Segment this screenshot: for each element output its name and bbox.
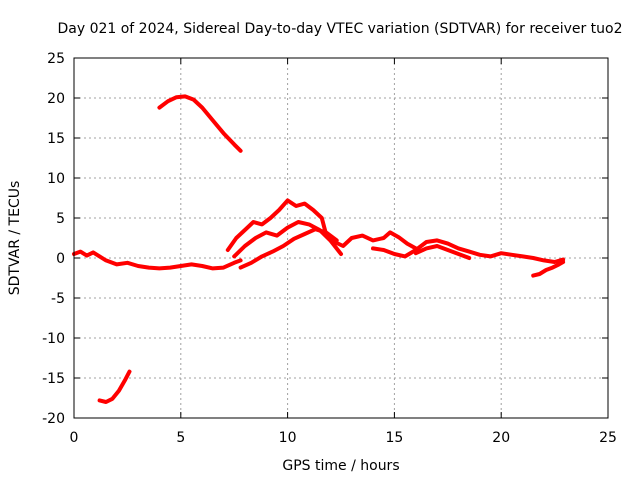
grid-layer bbox=[74, 58, 608, 418]
y-tick-label: -20 bbox=[42, 411, 65, 427]
plot-frame bbox=[73, 57, 609, 419]
chart-title: Day 021 of 2024, Sidereal Day-to-day VTE… bbox=[57, 21, 622, 37]
y-tick-label: 20 bbox=[47, 91, 65, 107]
series-line-arc-1 bbox=[157, 94, 243, 153]
y-tick-label: -15 bbox=[42, 371, 65, 387]
y-axis-label: SDTVAR / TECUs bbox=[7, 181, 23, 296]
y-tick-label: 25 bbox=[47, 51, 65, 67]
y-tick-label: -5 bbox=[51, 291, 65, 307]
x-tick-label: 0 bbox=[70, 430, 79, 446]
y-tick-label: 0 bbox=[56, 251, 65, 267]
x-axis-label: GPS time / hours bbox=[282, 458, 399, 474]
x-tick-label: 5 bbox=[176, 430, 185, 446]
series-line-arc-4 bbox=[225, 198, 418, 252]
x-tick-label: 15 bbox=[385, 430, 403, 446]
y-tick-label: 15 bbox=[47, 131, 65, 147]
series-line-arc-8 bbox=[531, 260, 566, 278]
x-tick-label: 10 bbox=[279, 430, 297, 446]
series-line-arc-7 bbox=[371, 238, 566, 264]
y-tick-label: -10 bbox=[42, 331, 65, 347]
series-line-arc-3 bbox=[72, 249, 243, 271]
series-line-arc-2 bbox=[97, 369, 132, 404]
x-tick-label: 20 bbox=[492, 430, 510, 446]
x-tick-label: 25 bbox=[599, 430, 617, 446]
series-layer bbox=[72, 94, 566, 404]
series-line-arc-9 bbox=[413, 244, 472, 260]
y-tick-label: 10 bbox=[47, 171, 65, 187]
series-line-arc-6 bbox=[238, 227, 339, 270]
ticks-layer: -20 -15 -10 -5 0 5 10 15 20 25 0 5 10 15 20 25 bbox=[42, 51, 617, 446]
y-tick-label: 5 bbox=[56, 211, 65, 227]
